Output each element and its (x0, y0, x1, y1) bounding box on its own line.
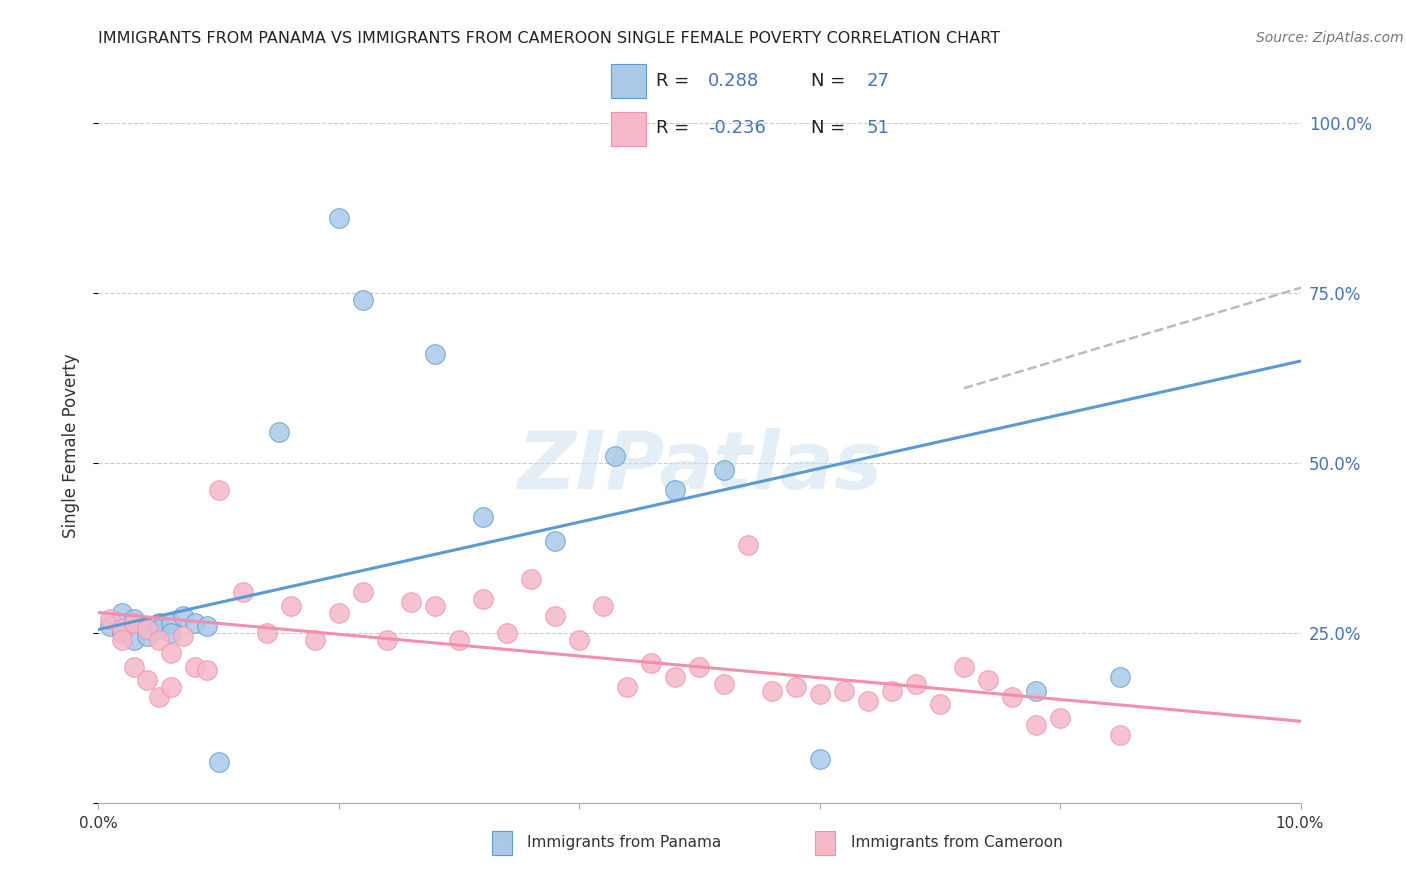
Point (195, 663, 218, 677)
Point (737, 537, 759, 551)
Point (352, 585, 374, 599)
Text: R =: R = (657, 72, 689, 90)
Point (1025, 683, 1047, 698)
Point (148, 623, 170, 637)
Point (267, 425, 290, 440)
Point (208, 483, 231, 498)
Point (1025, 717, 1047, 731)
Point (904, 677, 927, 691)
Point (124, 632, 146, 647)
Point (689, 660, 711, 674)
Point (713, 677, 735, 691)
FancyBboxPatch shape (612, 112, 645, 145)
Text: Source: ZipAtlas.com: Source: ZipAtlas.com (1256, 31, 1403, 45)
Point (135, 629, 157, 643)
Point (664, 670, 686, 684)
Point (352, 293, 374, 307)
Point (328, 211, 350, 226)
Point (256, 626, 278, 640)
Point (159, 626, 181, 640)
Point (148, 615, 170, 630)
Point (568, 632, 591, 647)
Point (135, 619, 157, 633)
Text: R =: R = (657, 120, 689, 137)
Point (124, 660, 146, 674)
Point (100, 612, 122, 626)
Point (605, 449, 627, 463)
Point (148, 690, 170, 705)
Point (592, 599, 614, 613)
Text: N =: N = (811, 120, 845, 137)
Point (929, 698, 952, 712)
Text: Immigrants from Cameroon: Immigrants from Cameroon (851, 836, 1063, 850)
Point (100, 619, 122, 633)
Point (761, 683, 783, 698)
Point (159, 680, 181, 694)
Point (447, 632, 470, 647)
Point (111, 623, 134, 637)
Point (423, 347, 446, 361)
Point (953, 660, 976, 674)
Point (520, 572, 543, 586)
Point (423, 599, 446, 613)
Point (135, 623, 157, 637)
Point (195, 619, 218, 633)
Text: 51: 51 (866, 120, 889, 137)
Point (111, 626, 134, 640)
Text: -0.236: -0.236 (709, 120, 766, 137)
Text: 0.0%: 0.0% (79, 816, 118, 831)
Point (159, 646, 181, 660)
Point (664, 483, 686, 498)
Point (172, 629, 194, 643)
Text: 10.0%: 10.0% (1275, 816, 1323, 831)
Point (159, 615, 181, 630)
Point (111, 632, 134, 647)
Point (280, 599, 302, 613)
Point (1049, 711, 1071, 725)
Point (785, 680, 807, 694)
Point (232, 585, 254, 599)
Point (977, 673, 1000, 688)
Point (148, 632, 170, 647)
Text: Immigrants from Panama: Immigrants from Panama (527, 836, 721, 850)
Point (208, 755, 231, 769)
Point (856, 694, 879, 708)
Point (496, 626, 519, 640)
Text: N =: N = (811, 72, 845, 90)
Point (124, 612, 146, 626)
Point (544, 608, 567, 623)
Point (183, 660, 205, 674)
Point (1109, 670, 1132, 684)
Point (832, 683, 855, 698)
Point (880, 683, 903, 698)
Text: ZIPatlas: ZIPatlas (517, 428, 882, 507)
Point (616, 680, 638, 694)
Point (808, 751, 831, 765)
Point (544, 534, 567, 549)
Point (399, 595, 422, 609)
FancyBboxPatch shape (612, 64, 645, 97)
Point (1109, 728, 1132, 742)
Point (808, 687, 831, 701)
Point (172, 608, 194, 623)
Point (111, 606, 134, 620)
Point (713, 463, 735, 477)
Point (472, 591, 495, 606)
Point (640, 657, 662, 671)
Text: IMMIGRANTS FROM PANAMA VS IMMIGRANTS FROM CAMEROON SINGLE FEMALE POVERTY CORRELA: IMMIGRANTS FROM PANAMA VS IMMIGRANTS FRO… (98, 31, 1001, 46)
Point (183, 615, 205, 630)
Point (472, 510, 495, 524)
Point (375, 632, 398, 647)
Point (1001, 690, 1024, 705)
Y-axis label: Single Female Poverty: Single Female Poverty (62, 354, 80, 538)
Point (328, 606, 350, 620)
Point (304, 632, 326, 647)
Text: 27: 27 (866, 72, 890, 90)
Point (135, 673, 157, 688)
Text: 0.288: 0.288 (709, 72, 759, 90)
Point (124, 615, 146, 630)
